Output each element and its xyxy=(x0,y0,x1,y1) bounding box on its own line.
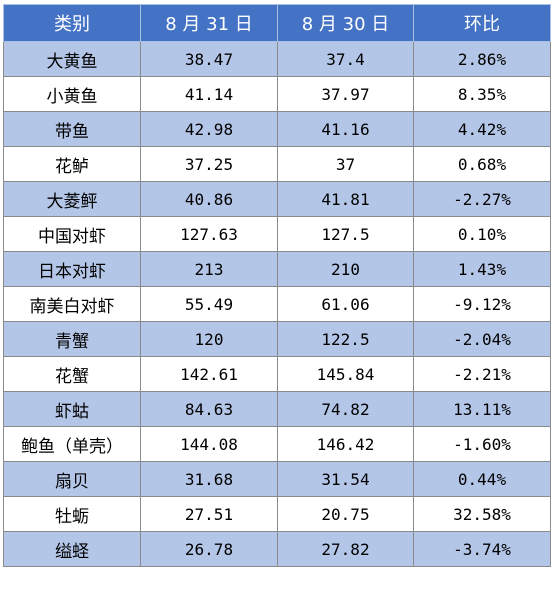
change-cell: 0.44% xyxy=(413,461,551,497)
category-cell: 大黄鱼 xyxy=(3,41,141,77)
change-cell: 4.42% xyxy=(413,111,551,147)
aug-31-cell: 213 xyxy=(140,251,278,287)
category-cell: 牡蛎 xyxy=(3,496,141,532)
change-cell: -9.12% xyxy=(413,286,551,322)
aug-30-cell: 41.16 xyxy=(277,111,414,147)
aug-30-cell: 31.54 xyxy=(277,461,414,497)
category-cell: 缢蛏 xyxy=(3,531,141,567)
table-row: 南美白对虾 55.49 61.06 -9.12% xyxy=(3,286,551,322)
aug-30-cell: 37.4 xyxy=(277,41,414,77)
header-row: 类别 8 月 31 日 8 月 30 日 环比 xyxy=(3,4,551,42)
aug-30-cell: 127.5 xyxy=(277,216,414,252)
category-cell: 扇贝 xyxy=(3,461,141,497)
table-row: 青蟹 120 122.5 -2.04% xyxy=(3,321,551,357)
aug-30-cell: 20.75 xyxy=(277,496,414,532)
aug-31-cell: 84.63 xyxy=(140,391,278,427)
change-cell: -2.27% xyxy=(413,181,551,217)
header-aug-30: 8 月 30 日 xyxy=(277,4,414,42)
aug-31-cell: 27.51 xyxy=(140,496,278,532)
aug-31-cell: 42.98 xyxy=(140,111,278,147)
category-cell: 大菱鲆 xyxy=(3,181,141,217)
category-cell: 花鲈 xyxy=(3,146,141,182)
aug-30-cell: 146.42 xyxy=(277,426,414,462)
aug-30-cell: 27.82 xyxy=(277,531,414,567)
aug-30-cell: 122.5 xyxy=(277,321,414,357)
aug-30-cell: 74.82 xyxy=(277,391,414,427)
change-cell: -1.60% xyxy=(413,426,551,462)
table-row: 带鱼 42.98 41.16 4.42% xyxy=(3,111,551,147)
aug-30-cell: 210 xyxy=(277,251,414,287)
category-cell: 青蟹 xyxy=(3,321,141,357)
change-cell: 13.11% xyxy=(413,391,551,427)
category-cell: 南美白对虾 xyxy=(3,286,141,322)
table-row: 日本对虾 213 210 1.43% xyxy=(3,251,551,287)
seafood-price-table: 类别 8 月 31 日 8 月 30 日 环比 大黄鱼 38.47 37.4 2.86… xyxy=(3,4,551,567)
aug-31-cell: 142.61 xyxy=(140,356,278,392)
change-cell: 32.58% xyxy=(413,496,551,532)
aug-31-cell: 120 xyxy=(140,321,278,357)
table-row: 牡蛎 27.51 20.75 32.58% xyxy=(3,496,551,532)
change-cell: -3.74% xyxy=(413,531,551,567)
change-cell: 2.86% xyxy=(413,41,551,77)
aug-31-cell: 31.68 xyxy=(140,461,278,497)
table-row: 缢蛏 26.78 27.82 -3.74% xyxy=(3,531,551,567)
table-body: 大黄鱼 38.47 37.4 2.86% 小黄鱼 41.14 37.97 8.35% 带鱼 42.… xyxy=(3,41,551,567)
category-cell: 中国对虾 xyxy=(3,216,141,252)
table-row: 中国对虾 127.63 127.5 0.10% xyxy=(3,216,551,252)
aug-30-cell: 37.97 xyxy=(277,76,414,112)
table-row: 鲍鱼（单壳） 144.08 146.42 -1.60% xyxy=(3,426,551,462)
aug-31-cell: 37.25 xyxy=(140,146,278,182)
table-row: 扇贝 31.68 31.54 0.44% xyxy=(3,461,551,497)
aug-30-cell: 41.81 xyxy=(277,181,414,217)
aug-31-cell: 144.08 xyxy=(140,426,278,462)
table-row: 大黄鱼 38.47 37.4 2.86% xyxy=(3,41,551,77)
aug-30-cell: 145.84 xyxy=(277,356,414,392)
aug-31-cell: 55.49 xyxy=(140,286,278,322)
price-table-container: 类别 8 月 31 日 8 月 30 日 环比 大黄鱼 38.47 37.4 2.86… xyxy=(3,4,551,567)
table-row: 花蟹 142.61 145.84 -2.21% xyxy=(3,356,551,392)
change-cell: 8.35% xyxy=(413,76,551,112)
category-cell: 日本对虾 xyxy=(3,251,141,287)
category-cell: 花蟹 xyxy=(3,356,141,392)
change-cell: 0.10% xyxy=(413,216,551,252)
change-cell: 0.68% xyxy=(413,146,551,182)
header-category: 类别 xyxy=(3,4,141,42)
header-aug-31: 8 月 31 日 xyxy=(140,4,278,42)
category-cell: 鲍鱼（单壳） xyxy=(3,426,141,462)
aug-30-cell: 61.06 xyxy=(277,286,414,322)
change-cell: 1.43% xyxy=(413,251,551,287)
table-row: 花鲈 37.25 37 0.68% xyxy=(3,146,551,182)
change-cell: -2.04% xyxy=(413,321,551,357)
aug-31-cell: 127.63 xyxy=(140,216,278,252)
aug-31-cell: 40.86 xyxy=(140,181,278,217)
category-cell: 小黄鱼 xyxy=(3,76,141,112)
table-row: 小黄鱼 41.14 37.97 8.35% xyxy=(3,76,551,112)
aug-31-cell: 26.78 xyxy=(140,531,278,567)
change-cell: -2.21% xyxy=(413,356,551,392)
header-change: 环比 xyxy=(413,4,551,42)
aug-31-cell: 38.47 xyxy=(140,41,278,77)
table-row: 虾蛄 84.63 74.82 13.11% xyxy=(3,391,551,427)
aug-30-cell: 37 xyxy=(277,146,414,182)
category-cell: 带鱼 xyxy=(3,111,141,147)
category-cell: 虾蛄 xyxy=(3,391,141,427)
table-row: 大菱鲆 40.86 41.81 -2.27% xyxy=(3,181,551,217)
aug-31-cell: 41.14 xyxy=(140,76,278,112)
